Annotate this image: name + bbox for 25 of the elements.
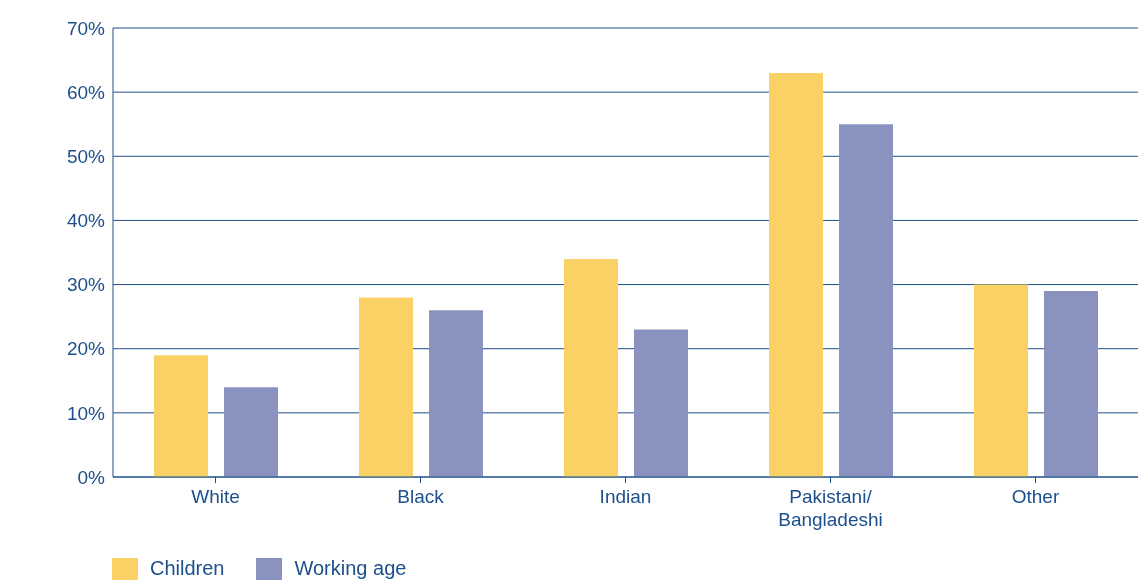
bar	[974, 284, 1028, 477]
y-tick-label: 10%	[66, 402, 106, 424]
x-tick-label: Black	[397, 486, 445, 507]
bar	[224, 387, 278, 477]
y-tick-label: 20%	[66, 338, 106, 360]
y-tick-label: 70%	[66, 17, 106, 39]
bar	[429, 310, 483, 477]
x-tick-label: Other	[1011, 486, 1060, 507]
x-tick-label: White	[191, 486, 240, 507]
y-tick-label: 40%	[66, 210, 106, 232]
bar	[769, 72, 823, 477]
y-tick-label: 60%	[66, 81, 106, 103]
bar	[564, 258, 618, 477]
legend-label: Working age	[294, 557, 407, 580]
y-tick-label: 50%	[66, 146, 106, 168]
bar	[1044, 290, 1098, 477]
x-tick-label: Indian	[599, 486, 652, 507]
bar	[634, 329, 688, 477]
y-tick-label: 0%	[77, 466, 106, 488]
bar	[154, 355, 208, 477]
bar	[839, 124, 893, 477]
x-tick-label: Pakistani/ Bangladeshi	[778, 486, 883, 530]
legend-label: Children	[150, 557, 225, 580]
bar	[359, 297, 413, 477]
y-tick-label: 30%	[66, 274, 106, 296]
